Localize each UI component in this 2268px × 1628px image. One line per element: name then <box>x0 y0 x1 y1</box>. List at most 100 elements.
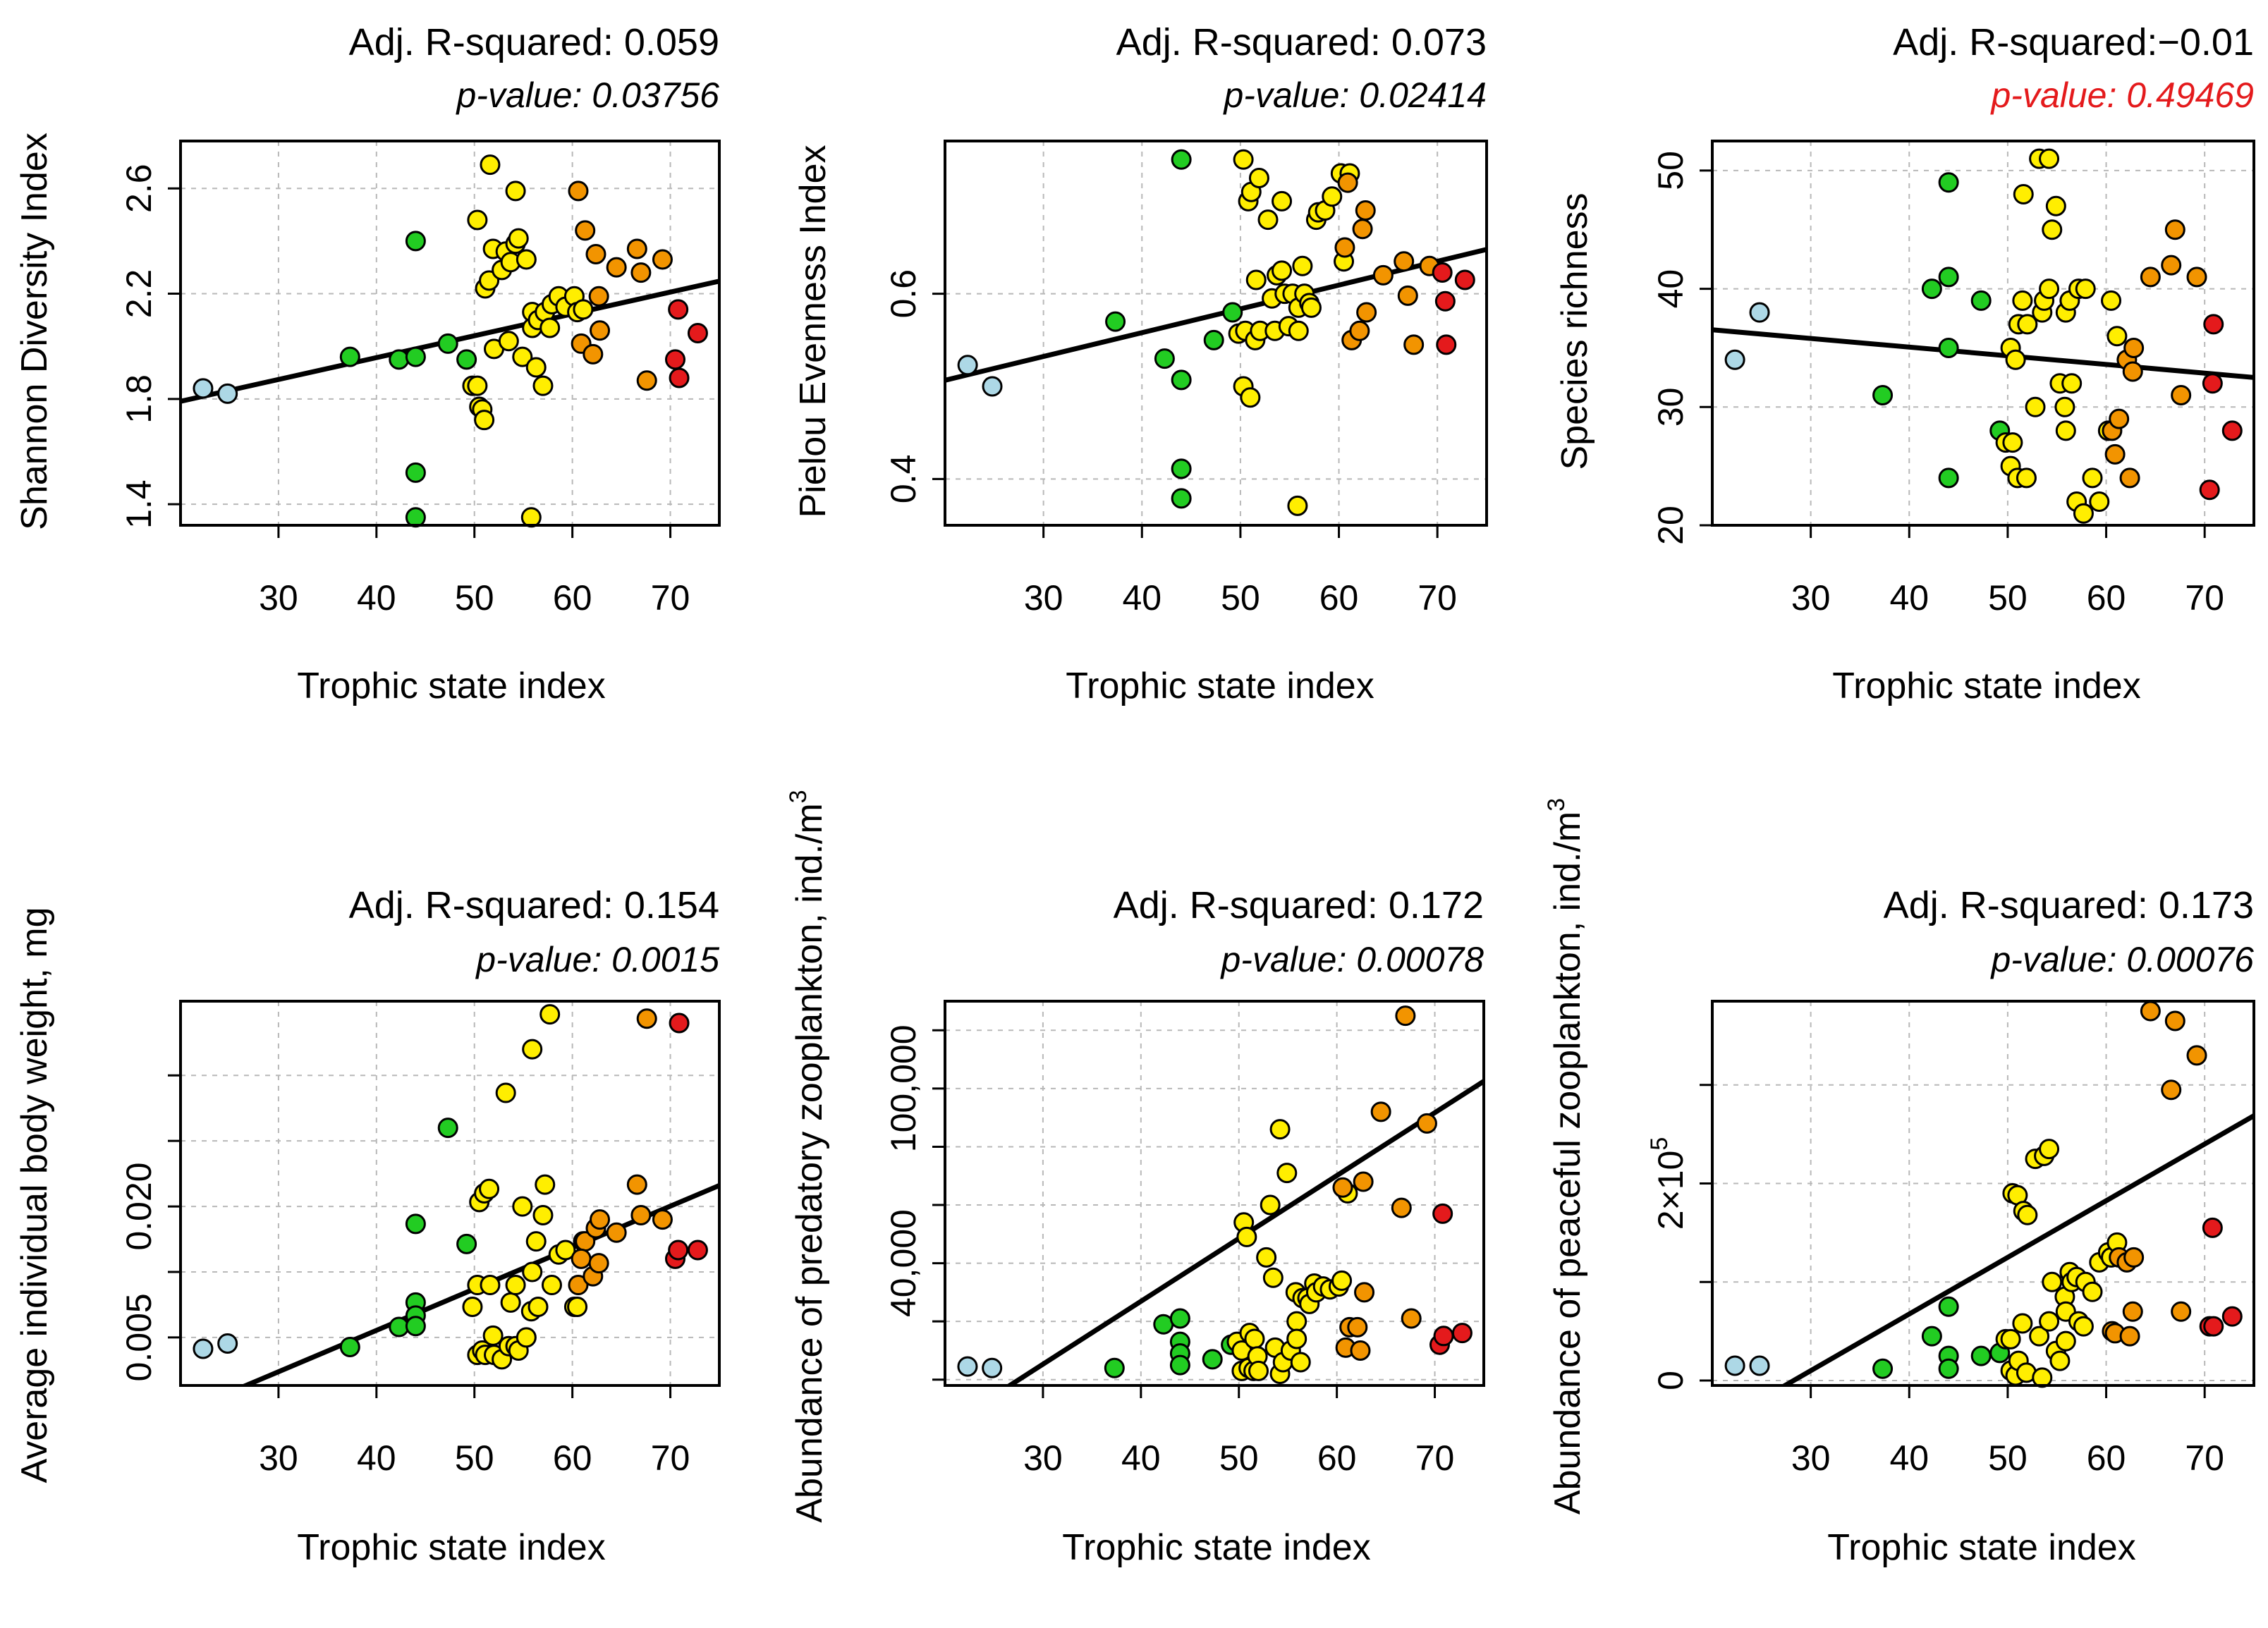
data-point <box>1434 290 1456 312</box>
data-point <box>1350 1340 1371 1361</box>
data-point <box>1356 302 1377 323</box>
data-point <box>405 1316 426 1337</box>
x-tick-label: 70 <box>1415 1438 1455 1478</box>
plot-area: 30 40 50 60 70 0 2×105 <box>1646 1000 2255 1478</box>
data-point <box>2203 1316 2224 1337</box>
data-point <box>1169 1308 1190 1329</box>
data-point <box>1938 337 1959 358</box>
data-point <box>568 1275 589 1296</box>
data-point <box>2054 396 2075 417</box>
data-point <box>525 357 547 378</box>
y-axis-label-superscript: 3 <box>785 790 812 803</box>
x-tick-label: 50 <box>1988 1438 2028 1478</box>
data-point <box>1300 297 1322 318</box>
x-tick-label: 70 <box>2185 578 2224 618</box>
data-point <box>1288 320 1309 341</box>
data-point <box>626 238 647 259</box>
data-point <box>1286 1311 1307 1332</box>
plot-area: 30 40 50 60 70 1.4 1.8 2.2 2.6 <box>119 140 721 618</box>
data-point <box>2221 1306 2243 1327</box>
y-tick-label: 1.8 <box>119 374 159 424</box>
data-point <box>1154 348 1175 369</box>
data-point <box>575 220 596 241</box>
data-point <box>512 346 533 367</box>
data-point <box>2042 1271 2063 1292</box>
plot-frame <box>1711 140 2255 527</box>
data-point <box>1397 285 1418 306</box>
data-point <box>535 1174 556 1195</box>
x-axis-label: Trophic state index <box>1827 1527 2135 1568</box>
data-point <box>480 154 501 176</box>
regression-line <box>1712 327 2254 380</box>
y-axis-label-text: Abundance of peaceful zooplankton, ind./… <box>1547 812 1588 1514</box>
x-tick-label: 60 <box>553 1438 592 1478</box>
y-tick-label: 40,000 <box>884 1209 923 1317</box>
data-point <box>508 228 529 249</box>
data-point <box>2119 467 2140 489</box>
data-point <box>405 231 426 252</box>
data-point <box>668 1240 689 1261</box>
plot-frame <box>179 140 721 527</box>
data-point <box>2202 1217 2223 1238</box>
data-point <box>2119 1326 2140 1347</box>
y-tick-label: 40 <box>1651 269 1690 309</box>
x-tick-label: 30 <box>259 1438 298 1478</box>
plot-frame <box>1711 1000 2255 1387</box>
data-point <box>2082 1281 2103 1302</box>
data-point <box>687 1240 708 1261</box>
data-point <box>2123 1247 2145 1268</box>
data-point <box>339 346 360 367</box>
data-point <box>1257 209 1279 231</box>
data-point <box>2202 373 2223 394</box>
data-point <box>590 320 611 341</box>
x-tick-label: 50 <box>1988 578 2028 618</box>
x-tick-label: 40 <box>1889 1438 1929 1478</box>
y-tick-superscript: 5 <box>1646 1137 1673 1151</box>
data-point <box>2029 1326 2050 1347</box>
data-point <box>539 1004 561 1025</box>
data-point <box>1347 1316 1368 1338</box>
data-point <box>2012 290 2033 311</box>
data-point <box>1334 237 1355 258</box>
y-tick-label: 0.4 <box>884 455 923 504</box>
data-point <box>2140 1000 2161 1022</box>
data-point <box>1203 329 1224 350</box>
data-point <box>1248 168 1269 189</box>
data-point <box>2122 361 2143 382</box>
data-point <box>2000 1328 2021 1349</box>
data-point <box>1432 262 1453 283</box>
x-axis-label: Trophic state index <box>1062 1527 1370 1568</box>
data-point <box>522 1039 543 1060</box>
data-point <box>669 367 690 388</box>
data-point <box>520 507 542 528</box>
data-point <box>539 317 561 338</box>
data-point <box>522 1261 543 1283</box>
data-point <box>585 244 606 265</box>
data-point <box>652 1209 673 1230</box>
data-point <box>1372 264 1394 286</box>
data-point <box>1938 267 1959 288</box>
data-point <box>437 333 458 354</box>
data-point <box>1749 1355 1770 1376</box>
plot-frame <box>179 1000 721 1387</box>
data-point <box>636 1008 657 1029</box>
data-point <box>2082 467 2103 489</box>
panel-peaceful-zooplankton: Adj. R-squared: 0.173 p-value: 0.00076 3… <box>1543 798 2255 1568</box>
data-point <box>1370 1101 1391 1122</box>
data-point <box>1436 334 1457 355</box>
x-tick-label: 60 <box>1317 1438 1357 1478</box>
data-point <box>957 355 978 376</box>
x-tick-label: 60 <box>1319 578 1359 618</box>
x-tick-label: 70 <box>651 578 690 618</box>
data-point <box>516 1327 537 1348</box>
data-point <box>2073 503 2094 524</box>
data-point <box>1222 302 1243 323</box>
plot-frame <box>944 1000 1485 1387</box>
y-tick-label: 1.4 <box>119 479 159 529</box>
data-point <box>467 209 488 231</box>
data-point <box>1287 495 1308 516</box>
data-point <box>588 286 609 307</box>
data-point <box>456 1233 477 1254</box>
y-axis-label: Species richness <box>1554 192 1595 470</box>
